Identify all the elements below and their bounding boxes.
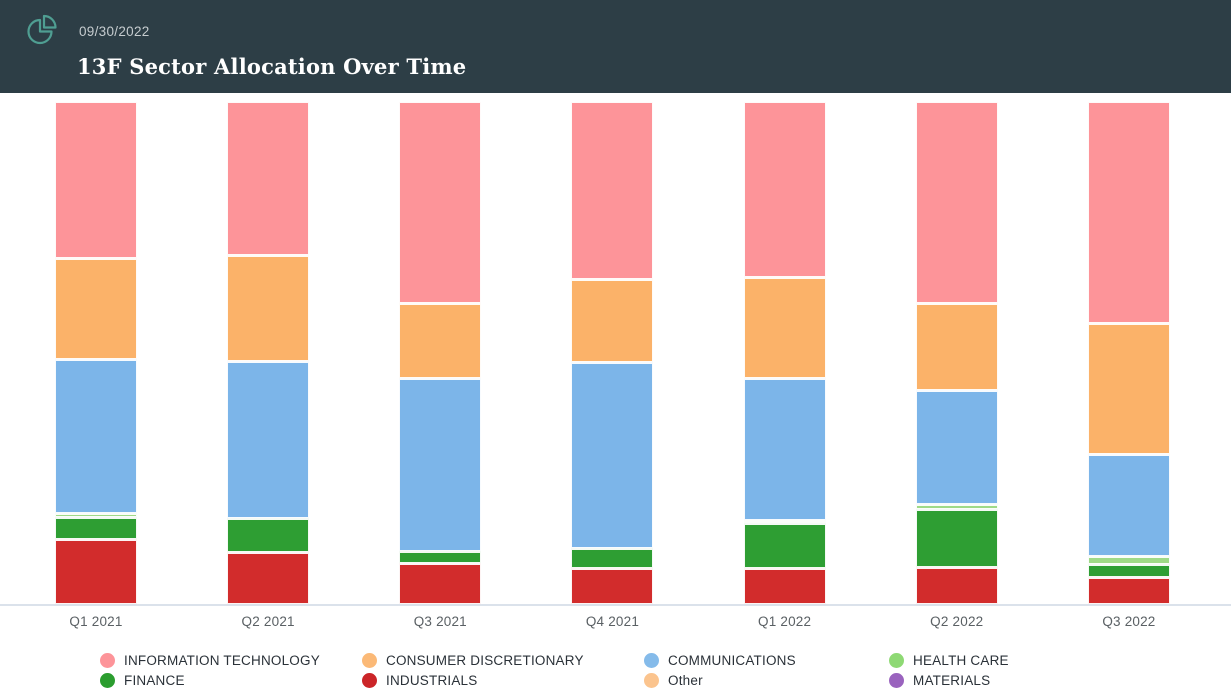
bar-segment-consumer-discretionary[interactable] — [915, 303, 998, 391]
bar-segment-finance[interactable] — [915, 509, 998, 567]
bar-segment-communications[interactable] — [915, 390, 998, 505]
bar-segment-communications[interactable] — [1087, 454, 1170, 557]
bar-segment-industrials[interactable] — [227, 552, 310, 604]
bar-segment-communications[interactable] — [55, 358, 137, 514]
x-tick-label: Q3 2022 — [1102, 614, 1156, 629]
legend-swatch-icon — [362, 653, 377, 668]
sector-allocation-chart: Q1 2021 Q2 2021 Q3 2021 Q4 2021 Q1 2022 Q2 20… — [0, 102, 1231, 629]
bar-segment-information-technology[interactable] — [571, 102, 654, 280]
bar-q3-2022 — [1087, 102, 1170, 604]
legend-swatch-icon — [644, 653, 659, 668]
bar-segment-health-care[interactable] — [743, 520, 826, 524]
x-tick-label: Q3 2021 — [413, 614, 467, 629]
bar-segment-communications[interactable] — [227, 360, 310, 519]
legend-swatch-icon — [100, 653, 115, 668]
bar-segment-industrials[interactable] — [915, 566, 998, 604]
x-tick-label: Q4 2021 — [585, 614, 640, 629]
bar-q1-2022 — [743, 102, 826, 604]
legend-swatch-icon — [889, 653, 904, 668]
report-header: 09/30/2022 13F Sector Allocation Over Ti… — [0, 0, 1231, 93]
legend-label: INDUSTRIALS — [386, 673, 478, 688]
x-tick-label: Q1 2021 — [69, 614, 123, 629]
legend-item-finance[interactable]: FINANCE — [100, 673, 362, 688]
bar-segment-consumer-discretionary[interactable] — [571, 279, 654, 363]
bar-segment-finance[interactable] — [399, 550, 482, 563]
bar-segment-consumer-discretionary[interactable] — [55, 257, 137, 359]
legend-item-health-care[interactable]: HEALTH CARE — [889, 653, 1231, 668]
bar-segment-consumer-discretionary[interactable] — [227, 254, 310, 361]
legend-swatch-icon — [100, 673, 115, 688]
bar-q3-2021 — [399, 102, 482, 604]
bar-segment-industrials[interactable] — [399, 562, 482, 604]
legend-label: COMMUNICATIONS — [668, 653, 796, 668]
legend-item-other[interactable]: Other — [644, 673, 889, 688]
x-axis-labels: Q1 2021 Q2 2021 Q3 2021 Q4 2021 Q1 2022 Q2 20… — [0, 614, 1231, 629]
page-title: 13F Sector Allocation Over Time — [77, 54, 467, 79]
legend-swatch-icon — [644, 673, 659, 688]
bar-segment-finance[interactable] — [55, 517, 137, 539]
bar-q1-2021 — [55, 102, 137, 604]
bar-segment-finance[interactable] — [1087, 563, 1170, 578]
bar-segment-industrials[interactable] — [571, 567, 654, 604]
report-date: 09/30/2022 — [79, 24, 150, 39]
bar-segment-finance[interactable] — [571, 548, 654, 568]
bars-row — [0, 102, 1231, 604]
pie-chart-icon — [23, 12, 61, 55]
legend-label: MATERIALS — [913, 673, 991, 688]
bar-segment-information-technology[interactable] — [915, 102, 998, 304]
chart-legend: INFORMATION TECHNOLOGY CONSUMER DISCRETIO… — [100, 653, 1231, 688]
bar-q2-2021 — [227, 102, 310, 604]
bar-segment-industrials[interactable] — [743, 568, 826, 604]
legend-swatch-icon — [889, 673, 904, 688]
bar-segment-industrials[interactable] — [1087, 577, 1170, 604]
bar-q2-2022 — [915, 102, 998, 604]
bar-segment-consumer-discretionary[interactable] — [399, 303, 482, 379]
bar-segment-health-care[interactable] — [55, 513, 137, 518]
legend-label: HEALTH CARE — [913, 653, 1009, 668]
bar-segment-finance[interactable] — [743, 523, 826, 569]
legend-label: Other — [668, 673, 703, 688]
bar-segment-communications[interactable] — [571, 362, 654, 549]
bar-segment-consumer-discretionary[interactable] — [743, 277, 826, 379]
bar-segment-information-technology[interactable] — [55, 102, 137, 258]
legend-label: FINANCE — [124, 673, 185, 688]
x-axis-line — [0, 604, 1231, 606]
legend-swatch-icon — [362, 673, 377, 688]
bar-segment-communications[interactable] — [743, 378, 826, 521]
legend-item-information-technology[interactable]: INFORMATION TECHNOLOGY — [100, 653, 362, 668]
legend-label: CONSUMER DISCRETIONARY — [386, 653, 584, 668]
bar-segment-health-care[interactable] — [1087, 556, 1170, 564]
legend-item-communications[interactable]: COMMUNICATIONS — [644, 653, 889, 668]
bar-segment-information-technology[interactable] — [743, 102, 826, 278]
x-tick-label: Q2 2021 — [241, 614, 295, 629]
bar-segment-consumer-discretionary[interactable] — [1087, 323, 1170, 455]
x-tick-label: Q1 2022 — [758, 614, 812, 629]
bar-segment-finance[interactable] — [227, 518, 310, 553]
legend-item-industrials[interactable]: INDUSTRIALS — [362, 673, 644, 688]
legend-item-consumer-discretionary[interactable]: CONSUMER DISCRETIONARY — [362, 653, 644, 668]
bar-q4-2021 — [571, 102, 654, 604]
bar-segment-information-technology[interactable] — [227, 102, 310, 255]
legend-item-materials[interactable]: MATERIALS — [889, 673, 1231, 688]
bar-segment-information-technology[interactable] — [399, 102, 482, 304]
bar-segment-health-care[interactable] — [915, 504, 998, 510]
bar-segment-industrials[interactable] — [55, 538, 137, 604]
bar-segment-communications[interactable] — [399, 378, 482, 551]
legend-label: INFORMATION TECHNOLOGY — [124, 653, 320, 668]
x-tick-label: Q2 2022 — [930, 614, 984, 629]
bar-segment-information-technology[interactable] — [1087, 102, 1170, 324]
